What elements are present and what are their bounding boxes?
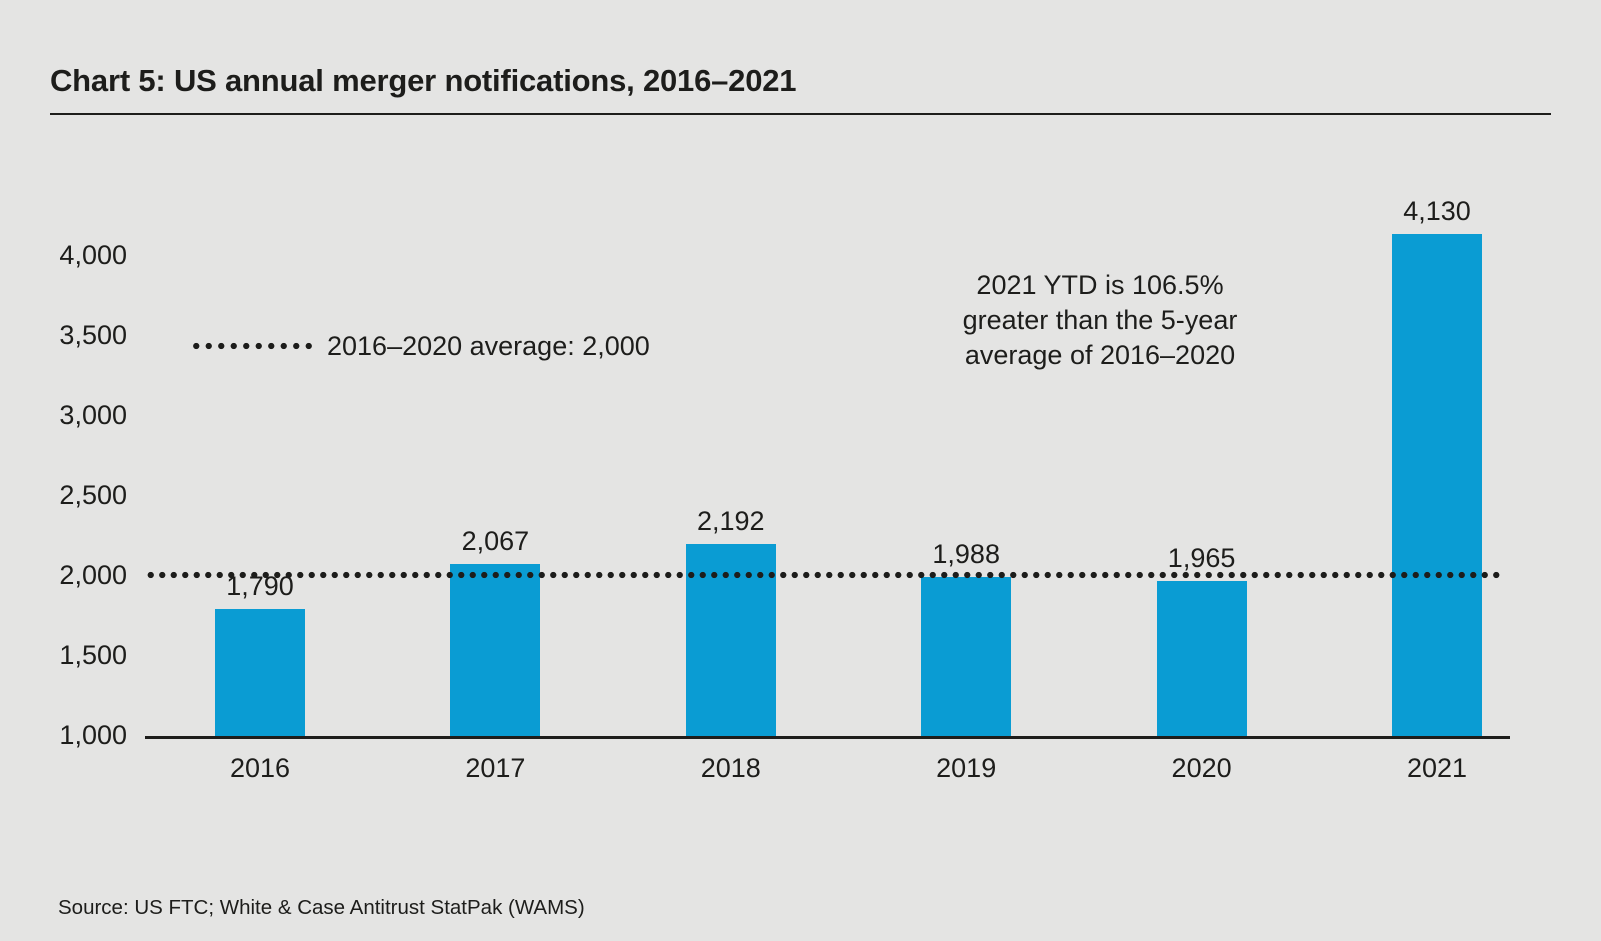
bar-2020 xyxy=(1156,580,1247,736)
y-tick-label: 2,000 xyxy=(59,560,127,590)
average-line-legend: 2016–2020 average: 2,000 xyxy=(190,330,650,362)
y-tick-label: 1,000 xyxy=(59,720,127,750)
bar-2017 xyxy=(450,564,541,736)
y-tick-label: 2,500 xyxy=(59,480,127,510)
x-tick-label: 2016 xyxy=(229,753,291,783)
x-tick-label: 2018 xyxy=(700,753,761,783)
annotation-line-2: greater than the 5-year xyxy=(962,305,1238,335)
annotation-line-3: average of 2016–2020 xyxy=(964,340,1236,370)
bar-2021 xyxy=(1392,234,1482,736)
dotted-line-swatch-icon xyxy=(190,342,312,350)
average-dotted-line xyxy=(145,571,1500,579)
source-note: Source: US FTC; White & Case Antitrust S… xyxy=(58,896,585,919)
title-rule xyxy=(50,113,1551,115)
bar-value-label: 1,965 xyxy=(1167,542,1236,573)
annotation-line-1: 2021 YTD is 106.5% xyxy=(976,270,1224,300)
x-tick-label: 2017 xyxy=(465,753,526,783)
bar-value-label: 2,067 xyxy=(461,526,530,557)
x-tick-label: 2021 xyxy=(1406,753,1468,783)
y-tick-label: 1,500 xyxy=(59,640,127,670)
bar-value-label: 4,130 xyxy=(1403,196,1471,227)
bar-value-label: 2,192 xyxy=(697,506,765,537)
x-tick-label: 2020 xyxy=(1171,753,1232,783)
x-axis-line xyxy=(145,736,1510,739)
bar-2019 xyxy=(921,576,1012,736)
y-tick-label: 3,000 xyxy=(59,400,127,430)
y-tick-label: 3,500 xyxy=(59,320,127,350)
annotation: 2021 YTD is 106.5% greater than the 5-ye… xyxy=(925,268,1275,373)
legend-label: 2016–2020 average: 2,000 xyxy=(327,331,650,361)
chart-title: Chart 5: US annual merger notifications,… xyxy=(50,63,797,98)
x-tick-label: 2019 xyxy=(936,753,997,783)
y-tick-label: 4,000 xyxy=(59,240,127,270)
bar-2016 xyxy=(215,608,305,736)
bar-value-label: 1,988 xyxy=(932,538,1000,569)
